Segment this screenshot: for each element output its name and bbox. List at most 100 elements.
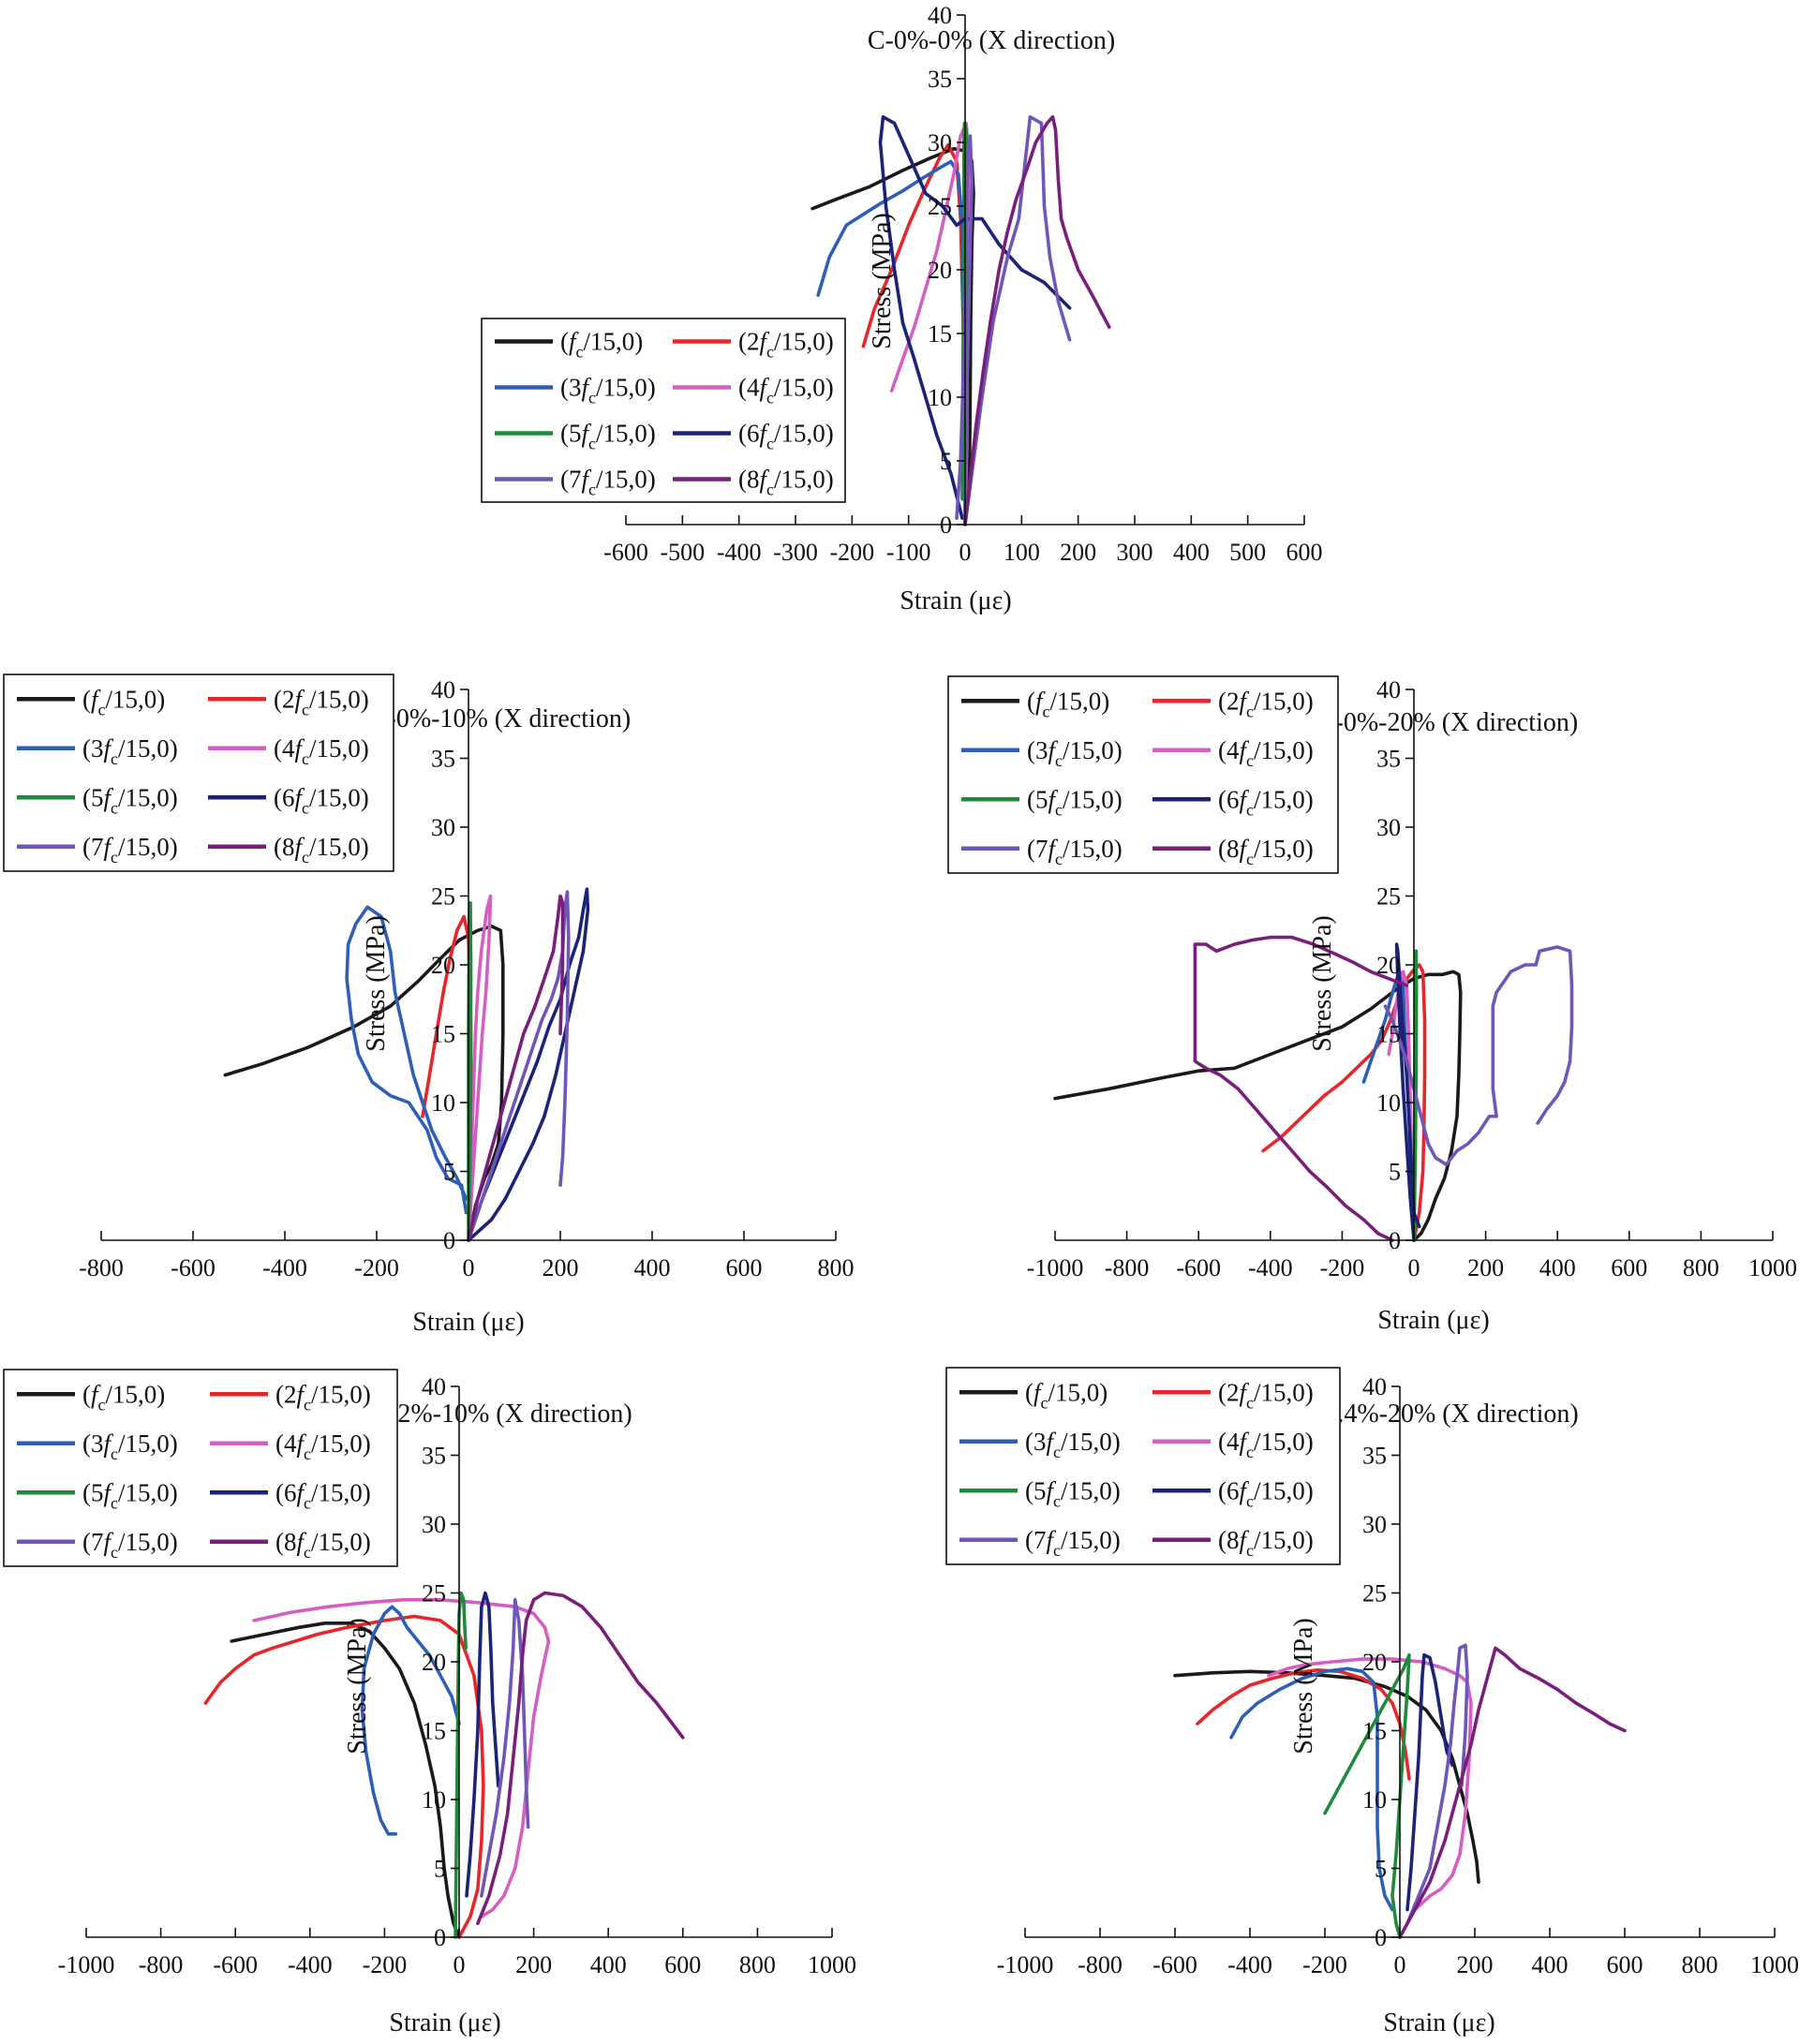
x-tick-label: -1000 xyxy=(997,1951,1054,1978)
y-tick-label: 30 xyxy=(928,129,952,156)
y-tick-label: 15 xyxy=(928,320,952,348)
legend-label: (2fc/15,0) xyxy=(1218,687,1314,720)
x-tick-label: -800 xyxy=(1078,1951,1123,1978)
y-tick-label: 10 xyxy=(1376,1089,1401,1117)
legend-label: (8fc/15,0) xyxy=(274,833,369,866)
y-tick-label: 25 xyxy=(1376,883,1401,911)
y-tick-label: 25 xyxy=(1362,1580,1387,1607)
series-line-7 xyxy=(955,115,1072,526)
x-tick-label: -800 xyxy=(139,1951,184,1978)
legend-label: (8fc/15,0) xyxy=(738,466,834,499)
y-axis-title: Stress (MPa) xyxy=(1289,1618,1318,1754)
x-tick-label: 800 xyxy=(1683,1254,1719,1281)
x-tick-label: -1000 xyxy=(1027,1254,1084,1281)
x-tick-label: 1000 xyxy=(808,1951,856,1978)
x-tick-label: 800 xyxy=(1682,1951,1718,1978)
x-tick-label: 100 xyxy=(1004,539,1040,566)
series-line-3 xyxy=(345,905,468,1215)
legend: (fc/15,0) (2fc/15,0) (3fc/15,0) (4fc/15,0) (… xyxy=(481,318,846,503)
legend-box xyxy=(3,1369,398,1567)
legend-label: (2fc/15,0) xyxy=(275,1380,371,1414)
legend-label: (3fc/15,0) xyxy=(1025,1428,1121,1461)
x-tick-label: 1000 xyxy=(1750,1951,1799,1978)
y-tick-label: 5 xyxy=(1375,1856,1387,1883)
x-tick-label: 200 xyxy=(543,1254,579,1281)
x-tick-label: 400 xyxy=(1532,1951,1569,1978)
chart-panel-2: -800 -600 -400 -200 0 200 400 600 800 0 5 10 15 20 25 3… xyxy=(3,674,855,1337)
series-line-8 xyxy=(1193,935,1409,1242)
x-tick-label: 600 xyxy=(664,1951,701,1978)
series-line-5 xyxy=(1323,1652,1411,1939)
legend-label: (8fc/15,0) xyxy=(1218,1526,1314,1560)
x-tick-label: 0 xyxy=(454,1951,466,1978)
y-tick-label: 25 xyxy=(928,193,952,220)
legend-box xyxy=(945,1367,1341,1565)
x-tick-label: -400 xyxy=(1248,1254,1293,1281)
series-line-2 xyxy=(203,1614,485,1939)
x-axis-title: Strain (με) xyxy=(412,1308,524,1337)
legend-label: (8fc/15,0) xyxy=(1218,835,1314,868)
x-tick-label: -1000 xyxy=(58,1951,115,1978)
y-tick-label: 20 xyxy=(422,1649,446,1676)
x-tick-label: 400 xyxy=(1539,1254,1576,1281)
y-tick-label: 20 xyxy=(1376,952,1401,979)
y-tick-label: 30 xyxy=(431,814,455,841)
legend: (fc/15,0) (2fc/15,0) (3fc/15,0) (4fc/15,0) (… xyxy=(945,1367,1341,1565)
x-tick-label: 400 xyxy=(590,1951,627,1978)
series-line-7 xyxy=(1405,1643,1469,1926)
x-tick-label: 0 xyxy=(463,1254,475,1281)
x-tick-label: -500 xyxy=(660,539,705,566)
series-line-5 xyxy=(1412,949,1419,1242)
legend-label: (3fc/15,0) xyxy=(560,374,656,407)
y-tick-label: 35 xyxy=(431,746,455,773)
legend-label: (fc/15,0) xyxy=(560,328,643,362)
x-tick-label: -600 xyxy=(1176,1254,1221,1281)
legend-label: (4fc/15,0) xyxy=(1218,1428,1314,1461)
legend-label: (6fc/15,0) xyxy=(1218,785,1314,819)
x-tick-label: -800 xyxy=(79,1254,124,1281)
y-tick-label: 35 xyxy=(1362,1443,1387,1470)
legend-label: (7fc/15,0) xyxy=(82,833,178,866)
x-tick-label: 600 xyxy=(1611,1254,1647,1281)
y-tick-label: 25 xyxy=(422,1580,446,1607)
chart-title: C-0%-10% (X direction) xyxy=(370,704,631,733)
x-tick-label: -600 xyxy=(213,1951,258,1978)
y-tick-label: 10 xyxy=(431,1089,455,1117)
legend-label: (5fc/15,0) xyxy=(560,420,656,453)
y-axis-title: Stress (MPa) xyxy=(868,213,897,348)
y-tick-label: 0 xyxy=(1375,1924,1387,1951)
x-tick-label: -800 xyxy=(1105,1254,1150,1281)
series-line-7 xyxy=(480,1598,530,1898)
legend-label: (6fc/15,0) xyxy=(275,1478,371,1512)
legend-label: (7fc/15,0) xyxy=(1027,835,1123,868)
x-tick-label: -200 xyxy=(829,539,874,566)
series-line-8 xyxy=(476,1591,685,1926)
series-line-1 xyxy=(230,1622,461,1939)
legend-label: (3fc/15,0) xyxy=(1027,736,1123,770)
legend-box xyxy=(947,675,1339,874)
chart-title: C-0%-0% (X direction) xyxy=(868,26,1115,55)
y-tick-label: 0 xyxy=(434,1924,446,1951)
chart-title: C-0%-20% (X direction) xyxy=(1317,708,1578,737)
x-tick-label: 200 xyxy=(1457,1951,1494,1978)
x-tick-label: 400 xyxy=(1173,539,1210,566)
x-tick-label: 600 xyxy=(1286,539,1323,566)
y-tick-label: 0 xyxy=(940,511,952,539)
legend-label: (2fc/15,0) xyxy=(738,328,834,362)
legend-label: (4fc/15,0) xyxy=(1218,736,1314,770)
y-tick-label: 0 xyxy=(1389,1227,1401,1254)
series-line-5 xyxy=(454,1591,468,1939)
y-axis-title: Stress (MPa) xyxy=(362,915,391,1051)
y-tick-label: 40 xyxy=(928,2,952,29)
x-tick-label: 800 xyxy=(739,1951,776,1978)
legend-label: (4fc/15,0) xyxy=(274,734,369,768)
x-axis-title: Strain (με) xyxy=(1377,1306,1489,1335)
legend-label: (6fc/15,0) xyxy=(738,420,834,453)
y-tick-label: 15 xyxy=(422,1718,446,1745)
legend-label: (5fc/15,0) xyxy=(1027,785,1123,819)
legend-label: (fc/15,0) xyxy=(1027,687,1109,720)
y-tick-label: 5 xyxy=(434,1856,446,1883)
series-line-6 xyxy=(465,1591,500,1898)
series-line-8 xyxy=(963,115,1111,526)
legend-box xyxy=(3,674,394,872)
